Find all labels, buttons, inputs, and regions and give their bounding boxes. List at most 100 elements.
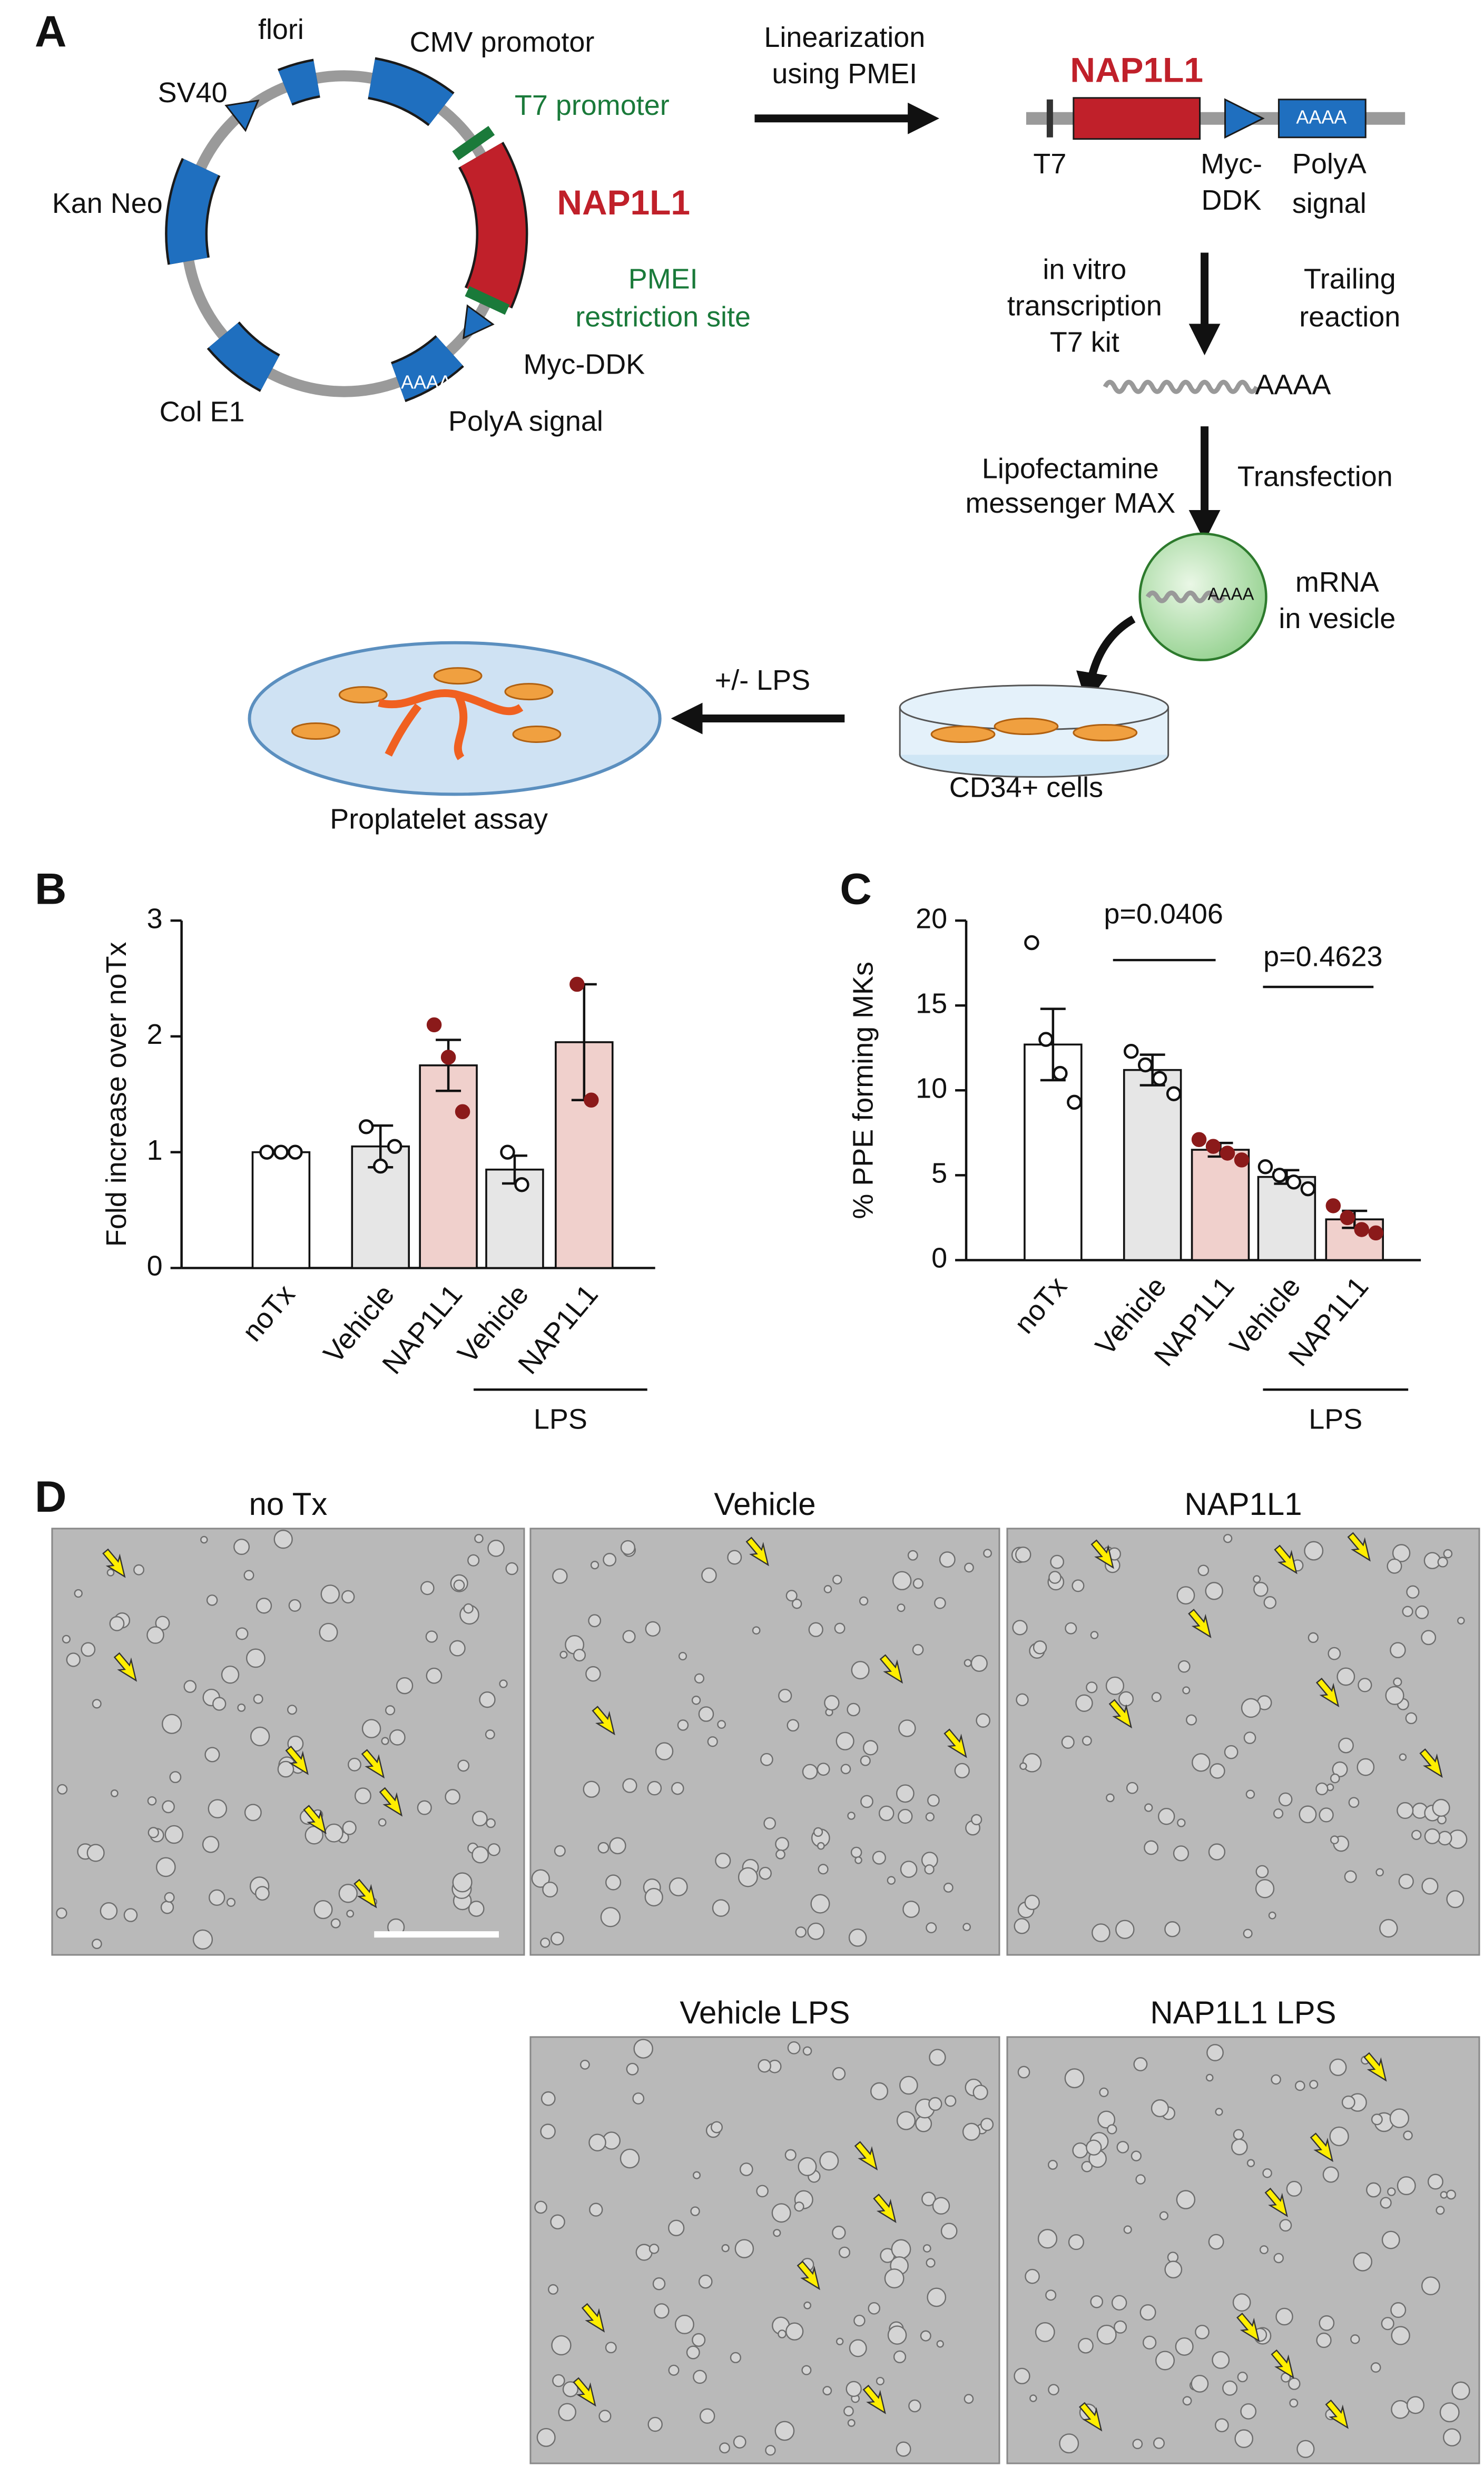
data-point [1220, 1146, 1235, 1161]
data-point [1191, 1132, 1207, 1147]
cell-texture [226, 1897, 236, 1907]
cell-texture [160, 1901, 174, 1914]
cell-texture [691, 1696, 701, 1705]
cell-texture [734, 2239, 754, 2258]
cell-texture [668, 2219, 685, 2236]
cell-texture [540, 2123, 556, 2139]
cell-texture [1330, 1835, 1339, 1845]
cell-texture [1191, 2375, 1209, 2393]
cell-texture [1389, 2108, 1410, 2128]
label: PMEI [628, 263, 698, 295]
data-point [1286, 1175, 1302, 1190]
cell-texture [1082, 1736, 1092, 1746]
label: restriction site [575, 301, 751, 333]
cell-texture [183, 1680, 197, 1693]
label: Kan Neo [52, 188, 163, 219]
cell-texture [148, 1827, 159, 1838]
label: AAAA [1255, 369, 1331, 400]
data-point [584, 1092, 599, 1108]
cell-texture [56, 1907, 67, 1919]
cell-texture [1177, 1660, 1191, 1673]
cell-texture [1391, 2326, 1410, 2345]
cell-texture [795, 1926, 807, 1938]
cell-texture [1099, 2087, 1109, 2097]
panel-label: B [35, 864, 67, 913]
cell-texture [1379, 1919, 1398, 1938]
cell-texture [1205, 2073, 1214, 2082]
cell-texture [244, 1804, 262, 1822]
cell-texture [605, 2342, 617, 2354]
cell-texture [832, 1574, 842, 1585]
cell-texture [1233, 2129, 1244, 2140]
micrograph-title: Vehicle LPS [680, 1995, 850, 2030]
cell-texture [467, 1554, 480, 1567]
label: signal [1292, 188, 1367, 219]
cell-texture [106, 1569, 115, 1577]
arrow-marker [862, 2384, 886, 2414]
cell-texture [169, 1771, 182, 1784]
cell-texture [1132, 2439, 1143, 2450]
cell-texture [1328, 1647, 1341, 1660]
cell-texture [1415, 1605, 1429, 1619]
cell-texture [1437, 1831, 1452, 1846]
cell-texture [632, 2092, 645, 2105]
cell-texture [1245, 1789, 1255, 1799]
y-tick-label: 5 [931, 1158, 947, 1189]
cell-texture [907, 1550, 918, 1561]
data-point [1368, 1225, 1383, 1241]
cell-texture [1072, 2142, 1088, 2159]
cell-texture [1243, 1929, 1253, 1939]
cell-texture [715, 1853, 731, 1869]
cell-texture [534, 2200, 547, 2214]
cell-texture [1391, 2400, 1410, 2419]
cell-texture [109, 1616, 125, 1631]
cell-texture [760, 1753, 773, 1766]
label: AAAA [1208, 584, 1254, 604]
label: PolyA [1292, 148, 1367, 180]
cell [338, 686, 388, 704]
cell-texture [1411, 1829, 1422, 1841]
cell-texture [206, 1594, 218, 1606]
cell-texture [1111, 2295, 1127, 2311]
cell-texture [898, 1808, 913, 1824]
cell-texture [426, 1667, 443, 1684]
cell-texture [123, 1908, 138, 1922]
cell-texture [1105, 1676, 1125, 1695]
cell-texture [389, 1729, 406, 1746]
cell-texture [253, 1694, 263, 1704]
cell-texture [694, 1673, 705, 1684]
cell-texture [485, 1729, 495, 1740]
cell-texture [551, 1932, 564, 1945]
cell-texture [155, 1857, 176, 1877]
cell-texture [1135, 2174, 1146, 2185]
cell-texture [598, 2410, 612, 2423]
cell-texture [92, 1939, 102, 1949]
cell-texture [1440, 2191, 1448, 2199]
micrograph [529, 1528, 1000, 1956]
cell-texture [585, 1666, 601, 1682]
cell-texture [146, 1626, 164, 1644]
cell-texture [1118, 1691, 1134, 1707]
cell-texture [929, 2049, 946, 2066]
y-tick-label: 2 [147, 1019, 163, 1050]
data-point [1354, 1222, 1369, 1237]
cell [512, 726, 562, 743]
cell-texture [499, 1679, 508, 1688]
data-point [1272, 1168, 1288, 1183]
label: Col E1 [160, 396, 245, 427]
cell-texture [1358, 1678, 1372, 1692]
cell-texture [620, 1540, 636, 1555]
cell-texture [668, 2364, 680, 2376]
cell-texture [794, 2201, 804, 2212]
cell-texture [540, 2091, 556, 2106]
cell-texture [74, 1589, 83, 1598]
cell-texture [1144, 1840, 1158, 1855]
cell-texture [849, 2339, 867, 2357]
cell-texture [1329, 2058, 1347, 2076]
cell-texture [832, 2067, 846, 2081]
cell-texture [912, 1578, 923, 1589]
data-point [1038, 1032, 1054, 1047]
cell-texture [1212, 2351, 1230, 2369]
arrow-marker [1108, 1699, 1133, 1729]
cell-texture [62, 1635, 71, 1643]
